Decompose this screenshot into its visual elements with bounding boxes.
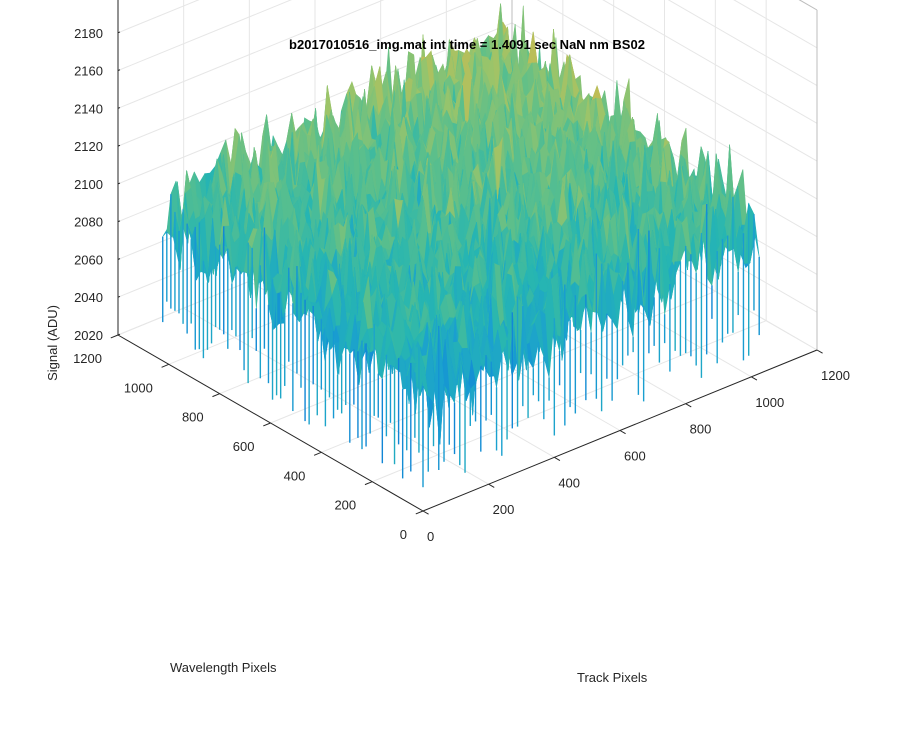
z-tick-label: 2200 [74, 0, 103, 3]
y-tick-label: 1000 [124, 380, 153, 395]
z-tick-label: 2060 [74, 252, 103, 267]
surface-plot [162, 3, 760, 488]
z-tick-label: 2160 [74, 64, 103, 79]
tick-labels: 0 200 400 600 800 1000 1200 0 200 400 600 800 1000 12… [73, 0, 850, 544]
y-tick [212, 393, 220, 398]
x-tick [816, 349, 823, 354]
y-tick-label: 0 [400, 527, 407, 542]
z-tick [117, 333, 121, 336]
z-tick-label: 2140 [74, 101, 103, 116]
z-tick-label: 2080 [74, 215, 103, 230]
z-tick [117, 107, 121, 109]
z-tick-label: 2040 [74, 290, 103, 305]
x-tick [488, 483, 495, 488]
z-tick-label: 2120 [74, 139, 103, 154]
z-tick-label: 2020 [74, 328, 103, 343]
z-tick [117, 69, 121, 72]
x-tick-label: 200 [493, 502, 515, 517]
y-tick [313, 451, 322, 456]
z-axis-label: Signal (ADU) [45, 305, 60, 381]
x-tick-label: 800 [690, 422, 712, 437]
y-axis-label: Wavelength Pixels [170, 660, 277, 675]
y-tick-label: 600 [233, 439, 255, 454]
z-tick [117, 258, 121, 260]
y-tick [364, 481, 373, 486]
y-tick [110, 334, 119, 339]
x-tick-label: 1200 [821, 368, 850, 383]
x-tick [751, 376, 758, 381]
grid-line-x-floor [183, 307, 489, 485]
front-axes [110, 0, 823, 515]
chart-title: b2017010516_img.mat int time = 1.4091 se… [289, 37, 645, 52]
z-tick-label: 2180 [74, 26, 103, 41]
z-tick [117, 144, 121, 147]
x-axis-label: Track Pixels [577, 670, 648, 685]
y-tick-label: 200 [334, 498, 356, 513]
x-tick [685, 403, 692, 408]
x-tick [619, 430, 626, 435]
z-tick [117, 31, 121, 34]
z-tick-label: 2100 [74, 177, 103, 192]
z-tick [117, 295, 121, 298]
x-tick-label: 600 [624, 449, 646, 464]
surface-patch [418, 347, 429, 397]
x-tick-label: 0 [427, 529, 434, 544]
x-tick-label: 400 [558, 475, 580, 490]
x-tick-label: 1000 [755, 395, 784, 410]
x-tick [422, 510, 429, 515]
z-tick [117, 220, 121, 223]
z-tick [117, 182, 121, 185]
y-tick [263, 422, 271, 427]
y-tick-label: 1200 [73, 351, 102, 366]
y-tick-label: 800 [182, 410, 204, 425]
y-tick [415, 510, 424, 515]
x-tick [554, 456, 561, 461]
y-tick-label: 400 [284, 468, 306, 483]
y-tick [161, 363, 170, 368]
